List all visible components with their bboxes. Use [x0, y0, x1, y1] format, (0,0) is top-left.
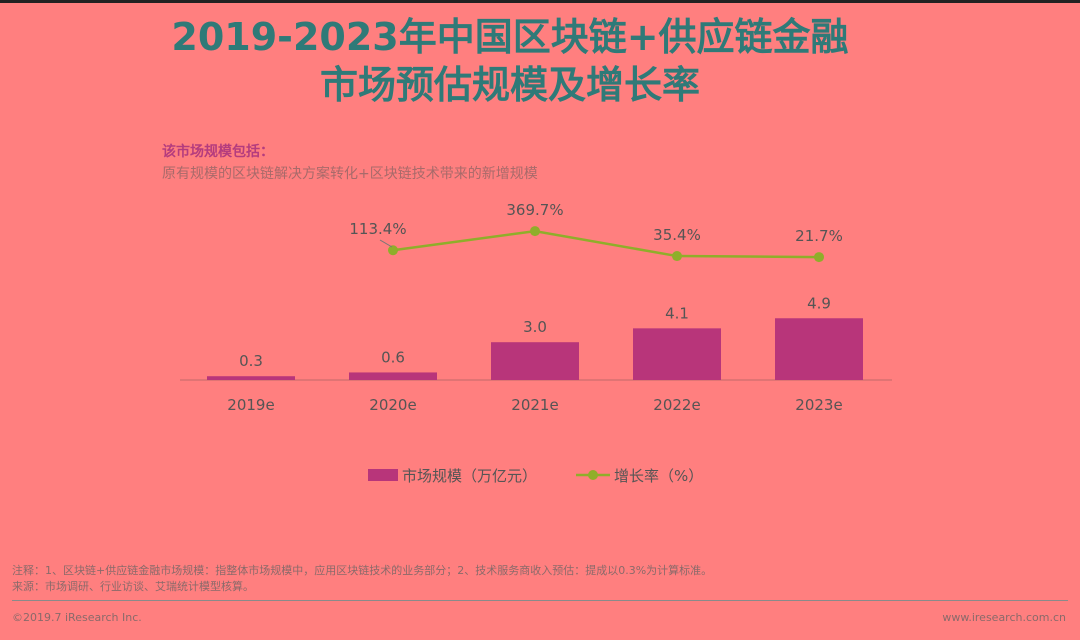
bar [633, 328, 721, 380]
growth-point [672, 251, 682, 262]
legend-bar-swatch [368, 469, 398, 481]
growth-point [530, 226, 540, 237]
growth-value-label: 21.7% [795, 227, 843, 245]
x-tick-label: 2023e [795, 396, 842, 414]
legend-bar-label: 市场规模（万亿元） [402, 467, 537, 485]
bar-value-label: 0.3 [239, 352, 263, 370]
bar [207, 376, 295, 380]
copyright: ©2019.7 iResearch Inc. [12, 611, 142, 624]
bar [491, 342, 579, 380]
chart-area: 0.3 2019e 0.6 2020e 3.0 2021e 4.1 2022e 4.9 2023e… [180, 201, 892, 485]
bar [349, 372, 437, 380]
bar-value-label: 4.1 [665, 304, 689, 322]
x-tick-label: 2022e [653, 396, 700, 414]
chart-title-line2: 市场预估规模及增长率 [319, 63, 700, 107]
growth-value-label: 35.4% [653, 226, 701, 244]
bar [775, 318, 863, 380]
growth-line [392, 229, 820, 259]
x-tick-label: 2020e [369, 396, 416, 414]
bar-value-label: 0.6 [381, 348, 405, 366]
footnote: 注释：1、区块链+供应链金融市场规模：指整体市场规模中，应用区块链技术的业务部分… [12, 564, 713, 577]
x-tick-label: 2019e [227, 396, 274, 414]
divider [12, 600, 1068, 601]
growth-point [388, 245, 398, 256]
x-tick-label: 2021e [511, 396, 558, 414]
growth-value-label: 113.4% [349, 220, 406, 238]
growth-value-label: 369.7% [506, 201, 563, 219]
leader-line [379, 239, 393, 248]
scope-text: 原有规模的区块链解决方案转化+区块链技术带来的新增规模 [162, 166, 538, 182]
legend-line-marker [588, 470, 598, 480]
scope-label: 该市场规模包括： [162, 144, 274, 160]
bar-value-label: 3.0 [523, 318, 547, 336]
website: www.iresearch.com.cn [942, 611, 1066, 624]
top-border [0, 0, 1080, 3]
growth-point [814, 252, 824, 263]
legend-line-label: 增长率（%） [614, 467, 703, 485]
chart-title-line1: 2019-2023年中国区块链+供应链金融 [171, 15, 849, 59]
bar-value-label: 4.9 [807, 294, 831, 312]
source-note: 来源：市场调研、行业访谈、艾瑞统计模型核算。 [12, 580, 254, 593]
